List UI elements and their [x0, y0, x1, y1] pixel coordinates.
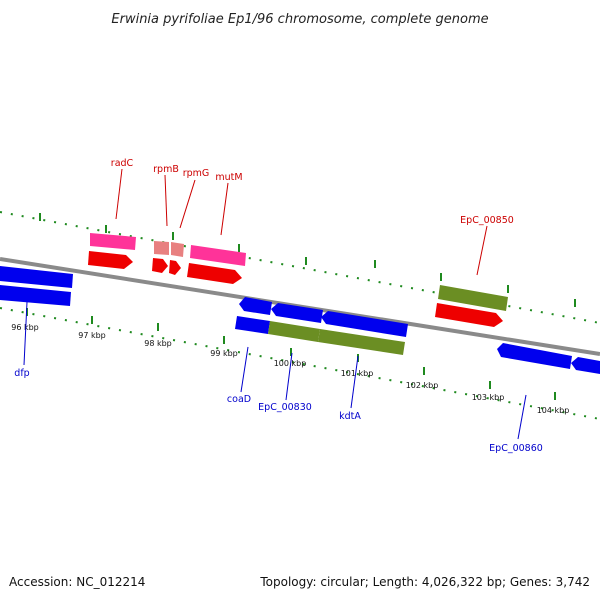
- highlight-feature-EpC_00830: [268, 321, 320, 342]
- topology-summary: Topology: circular; Length: 4,026,322 bp…: [259, 575, 590, 589]
- gene-label-kdtA: kdtA: [339, 411, 361, 422]
- cds-reverse-kdtA-top: [321, 311, 408, 337]
- leader-coaD: [240, 346, 249, 393]
- pseudo-feature-rpmG: [171, 242, 184, 257]
- cds-reverse-dfp: [0, 285, 71, 306]
- highlight-feature-kdtA: [318, 329, 405, 355]
- gene-label-dfp: dfp: [14, 368, 29, 379]
- leader-mutM: [220, 182, 229, 236]
- gene-label-rpmG: rpmG: [183, 168, 210, 179]
- kbp-label: 103 kbp: [472, 393, 505, 402]
- cds-reverse-right-edge: [571, 357, 600, 374]
- cds-reverse-left-1: [0, 266, 73, 288]
- kbp-label: 97 kbp: [78, 331, 106, 340]
- gene-label-EpC_00860: EpC_00860: [489, 443, 543, 454]
- leader-EpC_00860: [517, 394, 527, 440]
- leader-rpmG: [179, 179, 196, 229]
- accession-text: Accession: NC_012214: [9, 575, 145, 589]
- leader-EpC_00850: [476, 225, 488, 276]
- gene-label-mutM: mutM: [215, 172, 242, 183]
- leader-kdtA: [350, 355, 359, 409]
- kbp-label: 96 kbp: [11, 323, 39, 332]
- leader-radC: [115, 168, 123, 220]
- cds-forward-rpmG: [169, 260, 181, 275]
- gene-label-EpC_00850: EpC_00850: [460, 215, 514, 226]
- major-ticks: [26, 213, 576, 400]
- leader-rpmB: [164, 174, 168, 227]
- kbp-label: 99 kbp: [210, 349, 238, 358]
- gene-label-radC: radC: [111, 158, 134, 169]
- cds-forward-rpmB: [152, 258, 168, 273]
- map-title: Erwinia pyrifoliae Ep1/96 chromosome, co…: [111, 12, 488, 27]
- gene-label-rpmB: rpmB: [153, 164, 179, 175]
- kbp-label: 98 kbp: [144, 339, 172, 348]
- kbp-axis-labels: 96 kbp 97 kbp 98 kbp 99 kbp 100 kbp 101 kbp 10…: [11, 323, 569, 415]
- gene-label-EpC_00830: EpC_00830: [258, 402, 312, 413]
- cds-forward-mutM: [187, 263, 242, 284]
- rrna-feature-mutM: [190, 245, 246, 266]
- cds-reverse-coaD-lower: [235, 316, 270, 334]
- cds-reverse-coaD: [239, 297, 272, 315]
- kbp-label: 101 kbp: [341, 369, 374, 378]
- kbp-label: 100 kbp: [274, 359, 307, 368]
- leader-dfp: [23, 301, 28, 366]
- cds-reverse-EpC_00830-top: [271, 303, 323, 323]
- cds-forward-radC: [88, 251, 133, 269]
- gene-label-coaD: coaD: [227, 394, 251, 405]
- cds-reverse-EpC_00860: [497, 343, 572, 369]
- rrna-feature-radC: [90, 233, 136, 250]
- kbp-label: 102 kbp: [406, 381, 439, 390]
- leader-EpC_00830: [285, 352, 293, 401]
- cds-forward-EpC_00850: [435, 303, 503, 327]
- highlight-feature-EpC_00850: [438, 285, 508, 311]
- pseudo-feature-rpmB: [154, 241, 169, 255]
- kbp-label: 104 kbp: [537, 406, 570, 415]
